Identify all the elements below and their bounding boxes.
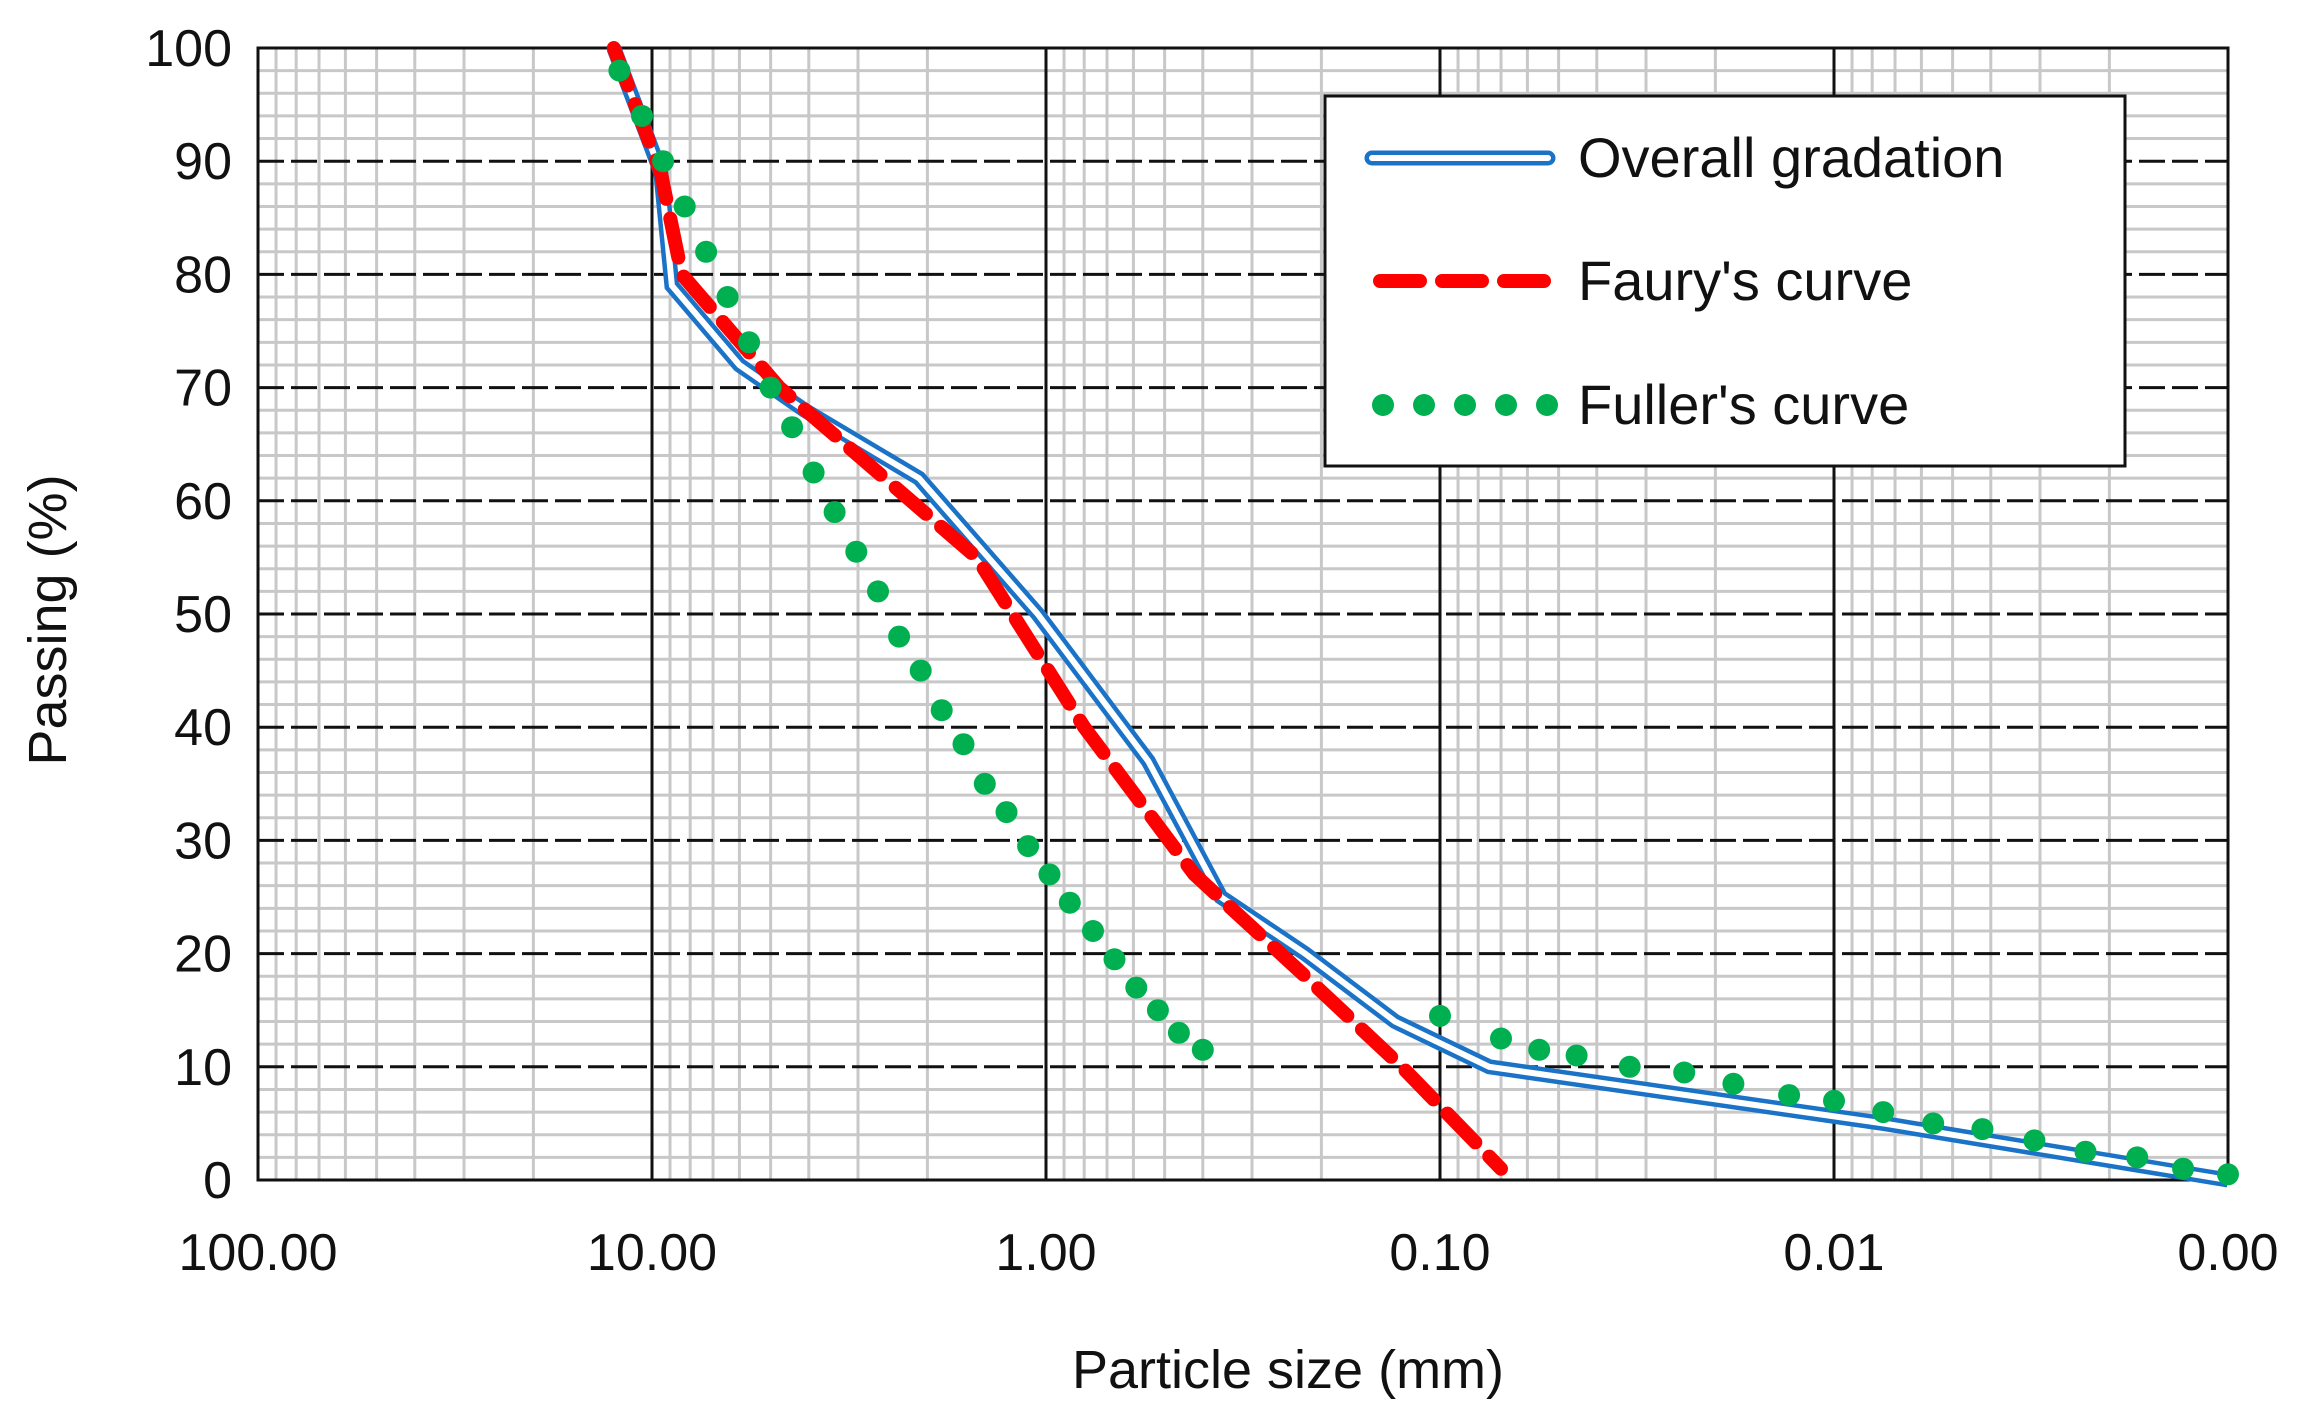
y-tick-label: 80 <box>174 246 232 304</box>
x-axis-title: Particle size (mm) <box>1072 1340 1504 1400</box>
legend-label-fuller-curve: Fuller's curve <box>1578 373 1909 436</box>
x-tick-label: 0.10 <box>1389 1224 1490 1282</box>
series-point-fuller-s-curve <box>2126 1146 2149 1169</box>
series-point-fuller-s-curve <box>759 376 782 399</box>
series-point-fuller-s-curve <box>1823 1089 1845 1112</box>
series-point-fuller-s-curve <box>673 195 696 218</box>
series-point-fuller-s-curve <box>1191 1038 1214 1061</box>
series-line-inner-overall-gradation <box>610 46 2229 1183</box>
legend-item-overall-gradation: Overall gradation <box>1364 126 2004 189</box>
plot-frame <box>256 46 2230 1182</box>
y-tick-label: 20 <box>174 926 232 984</box>
series-point-fuller-s-curve <box>738 331 761 354</box>
y-tick-label: 60 <box>174 473 232 531</box>
y-tick-label: 0 <box>203 1152 232 1210</box>
series-point-fuller-s-curve <box>1038 863 1061 886</box>
series-point-fuller-s-curve <box>867 580 889 603</box>
y-tick-label: 70 <box>174 360 232 418</box>
series-point-fuller-s-curve <box>1167 1021 1190 1044</box>
series-point-fuller-s-curve <box>952 733 975 756</box>
series-layer <box>606 41 2239 1188</box>
series-point-fuller-s-curve <box>1528 1038 1551 1061</box>
series-point-fuller-s-curve <box>781 416 804 439</box>
y-tick-label: 10 <box>174 1039 232 1097</box>
series-point-fuller-s-curve <box>995 801 1018 824</box>
y-tick-label: 90 <box>174 133 232 191</box>
series-line-faury-s-curve <box>606 41 1508 1176</box>
legend-dot-2 <box>1413 394 1435 416</box>
series-point-fuller-s-curve <box>631 104 653 127</box>
series-point-fuller-s-curve <box>1125 976 1148 999</box>
x-tick-labels: 100.00 10.00 1.00 0.10 0.01 0.00 <box>178 1224 2278 1282</box>
series-point-fuller-s-curve <box>1922 1112 1945 1135</box>
series-point-fuller-s-curve <box>1618 1055 1641 1078</box>
series-point-fuller-s-curve <box>1673 1061 1696 1084</box>
x-tick-label: 0.00 <box>2177 1224 2278 1282</box>
legend-label-faury-curve: Faury's curve <box>1578 249 1912 312</box>
legend-dot-4 <box>1495 394 1517 416</box>
series-point-fuller-s-curve <box>1722 1072 1745 1095</box>
series-point-fuller-s-curve <box>888 625 911 648</box>
series-point-fuller-s-curve <box>1082 920 1104 942</box>
series-point-fuller-s-curve <box>608 59 631 82</box>
series-point-fuller-s-curve <box>1058 891 1081 914</box>
series-point-fuller-s-curve <box>716 286 739 308</box>
x-tick-label: 10.00 <box>587 1224 717 1282</box>
series-point-fuller-s-curve <box>1017 835 1040 858</box>
legend-dot-1 <box>1372 394 1394 416</box>
series-point-fuller-s-curve <box>695 240 718 263</box>
y-tick-label: 30 <box>174 812 232 870</box>
series-point-fuller-s-curve <box>1565 1044 1588 1067</box>
legend-label-overall-gradation: Overall gradation <box>1578 126 2004 189</box>
y-tick-label: 40 <box>174 699 232 757</box>
series-point-fuller-s-curve <box>1490 1027 1512 1050</box>
series-point-fuller-s-curve <box>802 461 825 484</box>
series-point-fuller-s-curve <box>1778 1084 1801 1107</box>
x-tick-label: 1.00 <box>995 1224 1096 1282</box>
y-tick-label: 50 <box>174 586 232 644</box>
series-point-fuller-s-curve <box>973 772 996 795</box>
y-tick-labels: 0 10 20 30 40 50 60 70 80 90 100 <box>145 20 232 1210</box>
series-point-fuller-s-curve <box>909 659 932 682</box>
series-point-fuller-s-curve <box>652 150 675 173</box>
series-point-fuller-s-curve <box>1146 999 1169 1022</box>
series-point-fuller-s-curve <box>2172 1157 2195 1180</box>
x-tick-label: 100.00 <box>178 1224 337 1282</box>
series-point-fuller-s-curve <box>2023 1129 2046 1152</box>
legend: Overall gradation Faury's curve Fuller's… <box>1323 94 2127 468</box>
legend-dot-3 <box>1454 394 1476 416</box>
y-axis-title: Passing (%) <box>18 474 78 765</box>
series-point-fuller-s-curve <box>845 540 868 563</box>
legend-item-fuller-curve: Fuller's curve <box>1372 373 1909 436</box>
y-tick-label: 100 <box>145 20 232 78</box>
series-point-fuller-s-curve <box>1872 1101 1895 1124</box>
legend-dot-5 <box>1536 394 1558 416</box>
series-point-fuller-s-curve <box>1971 1118 1994 1141</box>
x-tick-label: 0.01 <box>1783 1224 1884 1282</box>
series-point-fuller-s-curve <box>930 699 953 722</box>
series-point-fuller-s-curve <box>2074 1140 2097 1163</box>
series-point-fuller-s-curve <box>1429 1004 1451 1027</box>
series-point-fuller-s-curve <box>823 501 846 524</box>
series-point-fuller-s-curve <box>2217 1163 2239 1186</box>
legend-item-faury-curve: Faury's curve <box>1373 249 1912 312</box>
series-point-fuller-s-curve <box>1103 948 1126 971</box>
